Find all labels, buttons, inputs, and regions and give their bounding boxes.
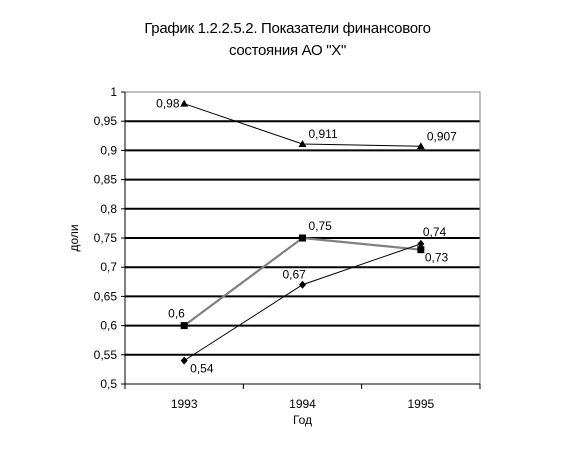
y-tick-label: 0,8	[100, 202, 117, 216]
y-tick-label: 0,85	[94, 173, 118, 187]
data-label: 0,911	[309, 127, 338, 141]
data-label: 0,907	[427, 129, 457, 143]
chart-title-line-2: состояния АО "Х"	[229, 42, 346, 59]
y-tick-label: 1	[110, 85, 117, 99]
y-tick-label: 0,75	[94, 231, 118, 245]
series-line	[184, 103, 421, 147]
series-line	[183, 243, 421, 362]
data-point	[298, 139, 307, 147]
x-tick-label: 1993	[171, 397, 198, 411]
data-point	[180, 99, 189, 107]
y-tick-label: 0,6	[100, 319, 117, 333]
y-tick-label: 0,9	[100, 143, 117, 157]
data-label: 0,73	[425, 251, 449, 265]
data-label: 0,6	[168, 307, 185, 321]
x-tick-label: 1994	[289, 397, 316, 411]
data-label: 0,75	[309, 219, 333, 233]
data-point	[180, 356, 188, 365]
data-point	[299, 234, 306, 242]
y-tick-label: 0,55	[94, 348, 118, 362]
data-label: 0,67	[283, 268, 307, 282]
data-point	[180, 322, 188, 330]
y-tick-label: 0,95	[94, 114, 118, 128]
x-axis-title: Год	[293, 413, 312, 427]
data-label: 0,98	[156, 97, 180, 111]
data-label: 0,54	[190, 362, 214, 376]
y-tick-label: 0,7	[100, 260, 117, 274]
data-point	[416, 142, 425, 150]
y-tick-label: 0,65	[94, 289, 118, 303]
data-point	[299, 280, 306, 289]
data-point	[417, 246, 425, 254]
chart-title-line-1: График 1.2.2.5.2. Показатели финансового	[144, 20, 431, 37]
y-axis-title: доли	[67, 224, 81, 251]
x-tick-label: 1995	[407, 397, 434, 411]
data-point	[417, 239, 425, 248]
y-tick-label: 0,5	[100, 377, 117, 391]
data-label: 0,74	[423, 225, 447, 239]
